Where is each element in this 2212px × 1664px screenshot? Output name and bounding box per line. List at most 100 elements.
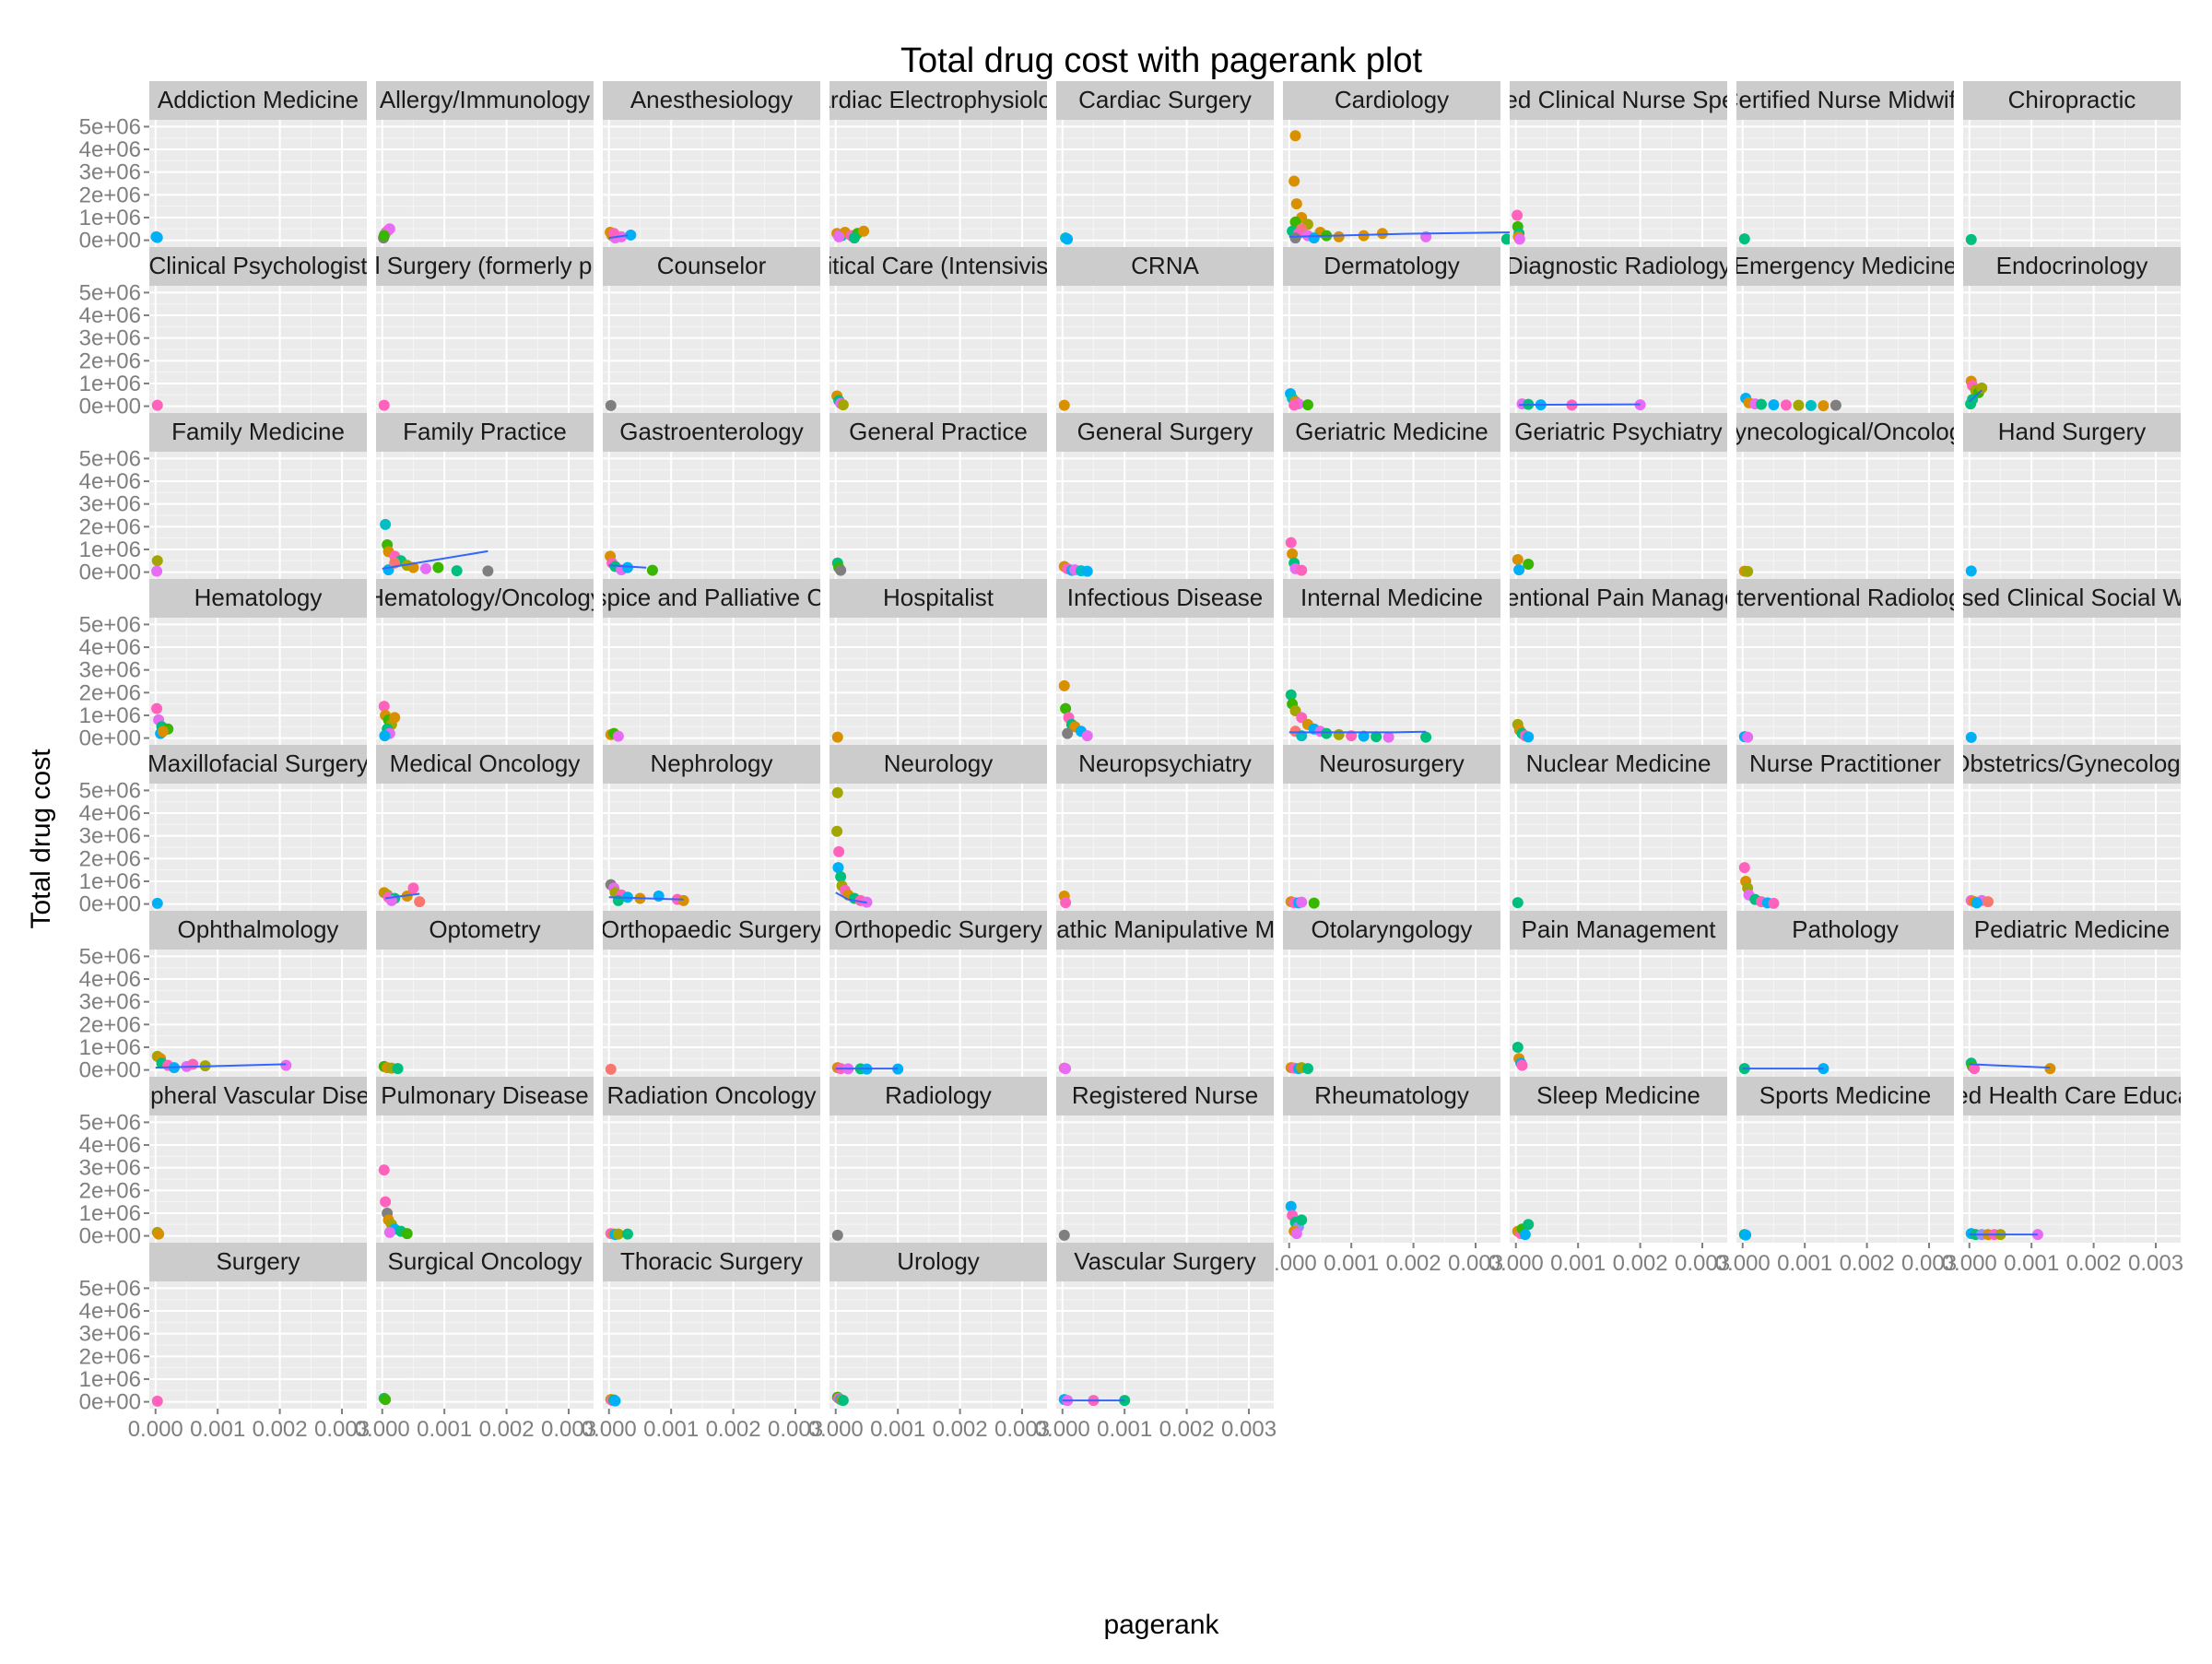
data-point [1371,731,1382,743]
data-point [1976,382,1988,394]
facet-panel: Sleep Medicine 0.000 0.001 0.002 0.003 [1488,1077,1730,1276]
facet-panel: Certified Nurse Midwife [1722,81,1970,247]
facet-strip-label: Cardiac Surgery [1078,86,1252,113]
data-point [378,701,390,713]
data-point [151,1395,163,1407]
x-tick-label: 0.003 [1675,1251,1730,1276]
facet-panels: Addiction Medicine0e+001e+062e+063e+064e… [79,81,2212,1442]
data-point [1512,1041,1524,1053]
facet-strip [376,413,594,452]
facet-strip-label: Cardiac Electrophysiology [800,86,1077,113]
y-tick-label: 1e+06 [79,372,141,396]
smooth-line [1519,403,1641,407]
facet-strip [149,413,367,452]
x-tick-label: 0.000 [355,1417,410,1442]
data-point [1513,564,1525,576]
facet-panel: Nurse Practitioner [1736,745,1954,911]
facet-strip-label: Licensed Clinical Social Worker [1904,584,2212,611]
facet-panel: Vascular Surgery 0.000 0.001 0.002 0.003 [1035,1243,1277,1442]
y-tick-label: 5e+06 [79,612,141,637]
facet-strip [603,745,820,784]
facet-strip-label: Certified Nurse Midwife [1722,86,1970,113]
facet-strip [1510,413,1727,452]
facet-strip-label: Pain Management [1521,915,1716,943]
facet-strip-label: Vascular Surgery [1074,1247,1256,1275]
x-tick-label: 0.001 [1097,1417,1152,1442]
data-point [379,730,391,742]
data-point [1290,198,1302,210]
x-tick-label: 0.001 [1550,1251,1606,1276]
data-point [1333,230,1345,242]
data-point [1780,399,1792,411]
facet-strip [376,1077,594,1115]
facet-strip-label: Hematology [194,584,323,611]
facet-panel: Ophthalmology 0e+001e+062e+063e+064e+065e… [79,911,367,1083]
data-point [1058,399,1070,411]
facet-strip [149,911,367,950]
facet-strip-label: Hospice and Palliative Care [564,584,858,611]
facet-panel: Pediatric Medicine [1963,911,2181,1077]
data-point [153,1228,165,1240]
data-point [1516,1059,1528,1071]
facet-panel: Cardiology [1283,81,1513,247]
y-tick-label: 5e+06 [79,280,141,305]
facet-strip [1056,413,1274,452]
facet-strip-label: Otolaryngology [1312,915,1473,943]
data-point [1296,564,1308,576]
facet-panel: Cardiac Surgery [1056,81,1274,247]
facet-strip [830,579,1047,618]
facet-strip [376,745,594,784]
y-tick-label: 3e+06 [79,492,141,517]
data-point [833,230,845,242]
facet-strip-label: Student in an Organized Health Care Educ… [1724,1081,2212,1109]
y-tick-label: 0e+00 [79,726,141,751]
facet-strip [376,247,594,286]
x-tick-label: 0.002 [1613,1251,1668,1276]
x-tick-label: 0.002 [1840,1251,1895,1276]
data-point [1289,130,1301,142]
facet-strip-label: Allergy/Immunology [380,86,590,113]
facet-strip [1283,911,1500,950]
facet-strip [1963,1077,2181,1115]
y-axis-label: Total drug cost [26,749,56,929]
facet-strip-label: Sports Medicine [1759,1081,1931,1109]
y-tick-label: 1e+06 [79,1035,141,1060]
y-tick-label: 5e+06 [79,1276,141,1301]
facet-strip-label: Nurse Practitioner [1749,749,1941,777]
facet-panel: Urology 0.000 0.001 0.002 0.003 [808,1243,1050,1442]
data-point [625,229,637,241]
facet-strip-label: Maxillofacial Surgery [147,749,369,777]
facet-panel: Geriatric Medicine [1283,413,1500,579]
facet-strip [1963,579,2181,618]
facet-strip [376,81,594,120]
facet-strip-label: Thoracic Surgery [620,1247,803,1275]
facet-strip-label: Pulmonary Disease [381,1081,588,1109]
data-point [1301,399,1313,411]
x-tick-label: 0.001 [417,1417,472,1442]
facet-strip-label: Clinical Psychologist [149,252,369,279]
facet-strip-label: Osteopathic Manipulative Medicine [979,915,1350,943]
y-tick-label: 1e+06 [79,206,141,230]
facet-panel: Surgical Oncology 0.000 0.001 0.002 0.003 [355,1243,596,1442]
data-point [831,731,843,743]
data-point [1519,1229,1531,1241]
facet-panel: Orthopaedic Surgery [601,911,822,1077]
x-tick-label: 0.001 [2004,1251,2059,1276]
facet-strip [1736,1077,1954,1115]
facet-strip-label: Diagnostic Radiology [1506,252,1731,279]
y-tick-label: 2e+06 [79,680,141,705]
x-tick-label: 0.001 [870,1417,925,1442]
data-point [833,845,845,857]
data-point [1768,399,1780,411]
facet-strip [603,413,820,452]
facet-strip-label: Anesthesiology [630,86,793,113]
data-point [1793,399,1805,411]
data-point [151,231,163,243]
smooth-line [1288,730,1427,734]
facet-strip [830,745,1047,784]
facet-strip-label: Orthopaedic Surgery [601,915,822,943]
facet-strip-label: Obstetrics/Gynecology [1951,749,2193,777]
facet-panel: Peripheral Vascular Disease 0e+001e+062e+… [79,1077,367,1249]
y-tick-label: 2e+06 [79,1344,141,1369]
facet-panel: Gastroenterology [603,413,820,579]
